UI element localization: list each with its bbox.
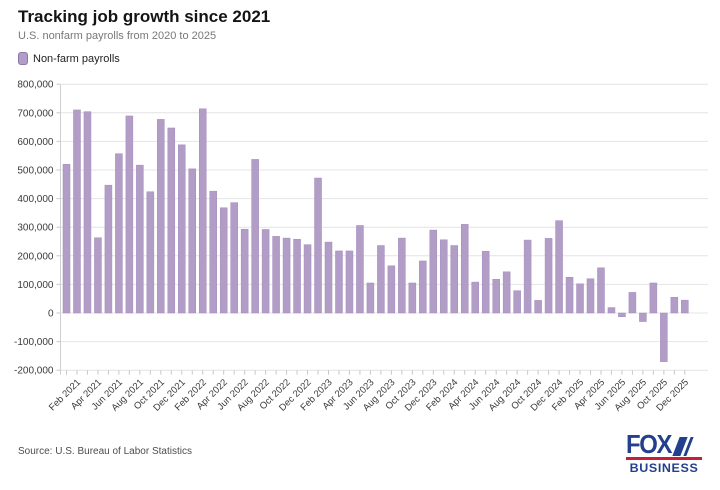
y-tick-label: 800,000: [17, 80, 54, 91]
bar: [492, 279, 500, 314]
fox-logo-red-rule: [626, 457, 702, 460]
bar: [471, 281, 479, 314]
bar: [460, 224, 469, 314]
bar: [398, 237, 406, 314]
bar: [607, 307, 616, 314]
bar: [502, 271, 511, 314]
bar: [660, 312, 668, 362]
y-tick-label: 200,000: [17, 251, 54, 262]
y-tick-label: 500,000: [17, 166, 54, 177]
bar: [282, 237, 291, 314]
y-tick-label: 400,000: [17, 194, 54, 205]
y-tick-label: 300,000: [17, 223, 54, 234]
payrolls-bar-chart: 800,000 700,000 600,000 500,000 400,000 300,0…: [14, 80, 708, 414]
bar: [293, 238, 301, 314]
bar: [670, 297, 679, 314]
bar: [157, 119, 165, 314]
bar: [534, 300, 542, 314]
bar: [366, 282, 375, 314]
bar: [649, 282, 658, 314]
bar: [230, 202, 238, 314]
bar: [188, 168, 197, 314]
bar: [146, 191, 155, 314]
bar: [450, 245, 459, 314]
fox-logo-row: FOX: [626, 429, 702, 459]
bar: [419, 260, 427, 314]
y-tick-label: 100,000: [17, 280, 54, 291]
bar: [219, 207, 228, 314]
bar: [303, 244, 312, 314]
bar: [178, 144, 186, 314]
bar: [513, 290, 521, 314]
bar: [272, 236, 280, 314]
bar: [73, 109, 81, 314]
bar: [408, 282, 417, 314]
bar: [125, 115, 134, 314]
bar: [576, 283, 584, 314]
bar: [115, 153, 123, 314]
bar: [240, 228, 249, 314]
bar: [565, 277, 574, 314]
y-tick-label: -100,000: [14, 337, 54, 348]
page-title: Tracking job growth since 2021: [18, 7, 271, 26]
bar: [440, 239, 448, 314]
legend-label: Non-farm payrolls: [33, 52, 120, 65]
fox-logo-text: FOX: [626, 429, 672, 459]
bar: [356, 225, 364, 314]
source-note: Source: U.S. Bureau of Labor Statistics: [18, 446, 192, 457]
bar: [681, 299, 689, 314]
bar: [523, 239, 532, 314]
bar: [586, 278, 595, 314]
legend: Non-farm payrolls: [18, 52, 120, 65]
legend-swatch-icon: [18, 52, 28, 65]
y-tick-label: -200,000: [14, 366, 54, 377]
bar: [198, 108, 207, 314]
bar: [377, 245, 385, 314]
bar: [62, 164, 71, 314]
bar: [597, 267, 605, 314]
bar: [209, 190, 217, 314]
y-tick-label: 700,000: [17, 108, 54, 119]
bar: [628, 292, 637, 314]
bar: [481, 250, 490, 314]
bar: [324, 241, 333, 314]
bar: [429, 229, 438, 314]
bar: [136, 164, 144, 314]
bar: [335, 250, 343, 314]
bar: [83, 111, 92, 314]
page-subtitle: U.S. nonfarm payrolls from 2020 to 2025: [18, 30, 217, 42]
fox-logo-business-text: BUSINESS: [629, 461, 699, 475]
y-tick-label: 600,000: [17, 137, 54, 148]
bar: [639, 312, 647, 322]
bar: [555, 220, 563, 314]
bar: [544, 238, 553, 314]
bar: [251, 159, 259, 314]
bar: [618, 312, 626, 317]
bar: [167, 127, 176, 314]
bar: [94, 237, 102, 314]
bar: [104, 184, 113, 314]
bar: [387, 265, 396, 314]
bar: [345, 250, 354, 314]
bar: [314, 177, 322, 314]
fox-business-logo: FOX BUSINESS: [626, 431, 702, 475]
bar: [261, 229, 270, 314]
y-tick-label: 0: [48, 309, 54, 320]
